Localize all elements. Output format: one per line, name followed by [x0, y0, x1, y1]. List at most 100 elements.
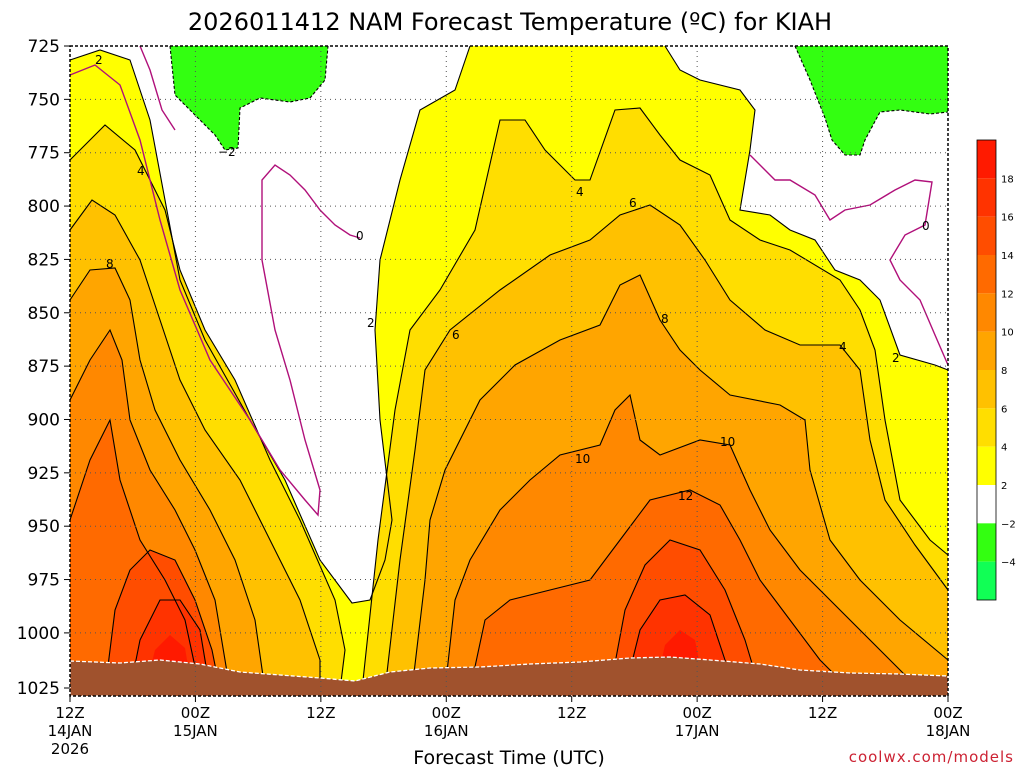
- y-tick-label: 850: [28, 304, 60, 324]
- x-tick-label: 00Z: [181, 704, 210, 722]
- colorbar-tick-label: 12: [1001, 289, 1014, 300]
- band-green-right: [795, 46, 948, 155]
- band-green-left: [170, 46, 328, 150]
- contour-label: 6: [629, 196, 637, 210]
- contour-label: 10: [720, 435, 735, 449]
- x-tick-label: 12Z: [306, 704, 335, 722]
- y-tick-label: 825: [28, 250, 60, 270]
- contour-2-left: [69, 45, 471, 604]
- colorbar-tick-label: 16: [1001, 213, 1014, 224]
- colorbar-tick-label: 10: [1001, 328, 1014, 339]
- colorbar-tick-label: 14: [1001, 251, 1014, 262]
- zero-isotherm: [69, 45, 949, 517]
- y-tick-label: 950: [28, 517, 60, 537]
- contour-neg2-left: [169, 45, 329, 151]
- colorbar-band: [977, 255, 996, 294]
- contour-label: 4: [839, 340, 847, 354]
- y-tick-label: 975: [28, 571, 60, 591]
- contour-label: 10: [575, 452, 590, 466]
- colorbar-tick-label: 6: [1001, 404, 1007, 415]
- colorbar-band: [977, 446, 996, 485]
- contour-12-left: [69, 418, 201, 691]
- contour-10-center: [444, 393, 921, 691]
- zero-isotherm-right: [749, 154, 949, 366]
- band-white-left: [70, 46, 470, 603]
- y-tick-label: 1025: [17, 679, 60, 699]
- x-tick-date: 14JAN: [48, 722, 93, 740]
- colorbar-tick-label: 8: [1001, 366, 1007, 377]
- x-tick-label: 00Z: [432, 704, 461, 722]
- y-axis: 725 750 775 800 825 850 875 900 925 950 975 1000 102…: [17, 37, 70, 699]
- colorbar-band: [977, 216, 996, 255]
- contour-2-right: [664, 45, 949, 371]
- contour-14-center: [609, 539, 761, 691]
- zero-isotherm-top: [139, 45, 176, 131]
- colorbar-tick-label: 2: [1001, 481, 1007, 492]
- colorbar-band: [977, 370, 996, 409]
- ground-below-surface: [69, 656, 949, 697]
- x-tick-date: 16JAN: [424, 722, 469, 740]
- contour-label: 0: [356, 229, 364, 243]
- y-tick-label: 750: [28, 90, 60, 110]
- colorbar-tick-label: 18: [1001, 174, 1014, 185]
- x-tick-label: 00Z: [933, 704, 962, 722]
- contour-12-center: [469, 489, 851, 691]
- colorbar-band: [977, 408, 996, 447]
- contour-10-left: [69, 328, 231, 691]
- contour-8-left: [69, 267, 266, 691]
- credit-text: coolwx.com/models: [849, 748, 1014, 766]
- contour-label: 8: [661, 312, 669, 326]
- y-tick-label: 775: [28, 144, 60, 164]
- y-tick-label: 875: [28, 357, 60, 377]
- colorbar: 18 16 14 12 10 8 6 4 2 −2 −4: [976, 139, 1016, 601]
- contour-4-left: [69, 124, 346, 691]
- colorbar-tick-label: −4: [1001, 558, 1016, 569]
- contour-label: 6: [452, 328, 460, 342]
- contour-label: 2: [95, 53, 103, 67]
- contour-label: 0: [922, 219, 930, 233]
- contour-lines: [69, 45, 949, 691]
- zero-isotherm-left: [69, 64, 361, 517]
- colorbar-frame: [976, 139, 997, 601]
- plot-area: 2 −2 4 0 8 2 6 4 6 8 10 10 12 0 4 2: [69, 45, 949, 697]
- contour-16-left: [129, 599, 211, 691]
- colorbar-tick-label: −2: [1001, 519, 1016, 530]
- colorbar-band: [977, 293, 996, 332]
- colorbar-tick-label: 4: [1001, 443, 1007, 454]
- contour-16-center: [624, 594, 736, 691]
- contour-label: 8: [106, 257, 114, 271]
- y-tick-label: 925: [28, 464, 60, 484]
- colorbar-band: [977, 561, 996, 600]
- contour-label: 4: [576, 185, 584, 199]
- x-tick-date: 18JAN: [926, 722, 971, 740]
- x-tick-year: 2026: [51, 740, 89, 758]
- x-axis-label: Forecast Time (UTC): [413, 747, 604, 768]
- colorbar-band: [977, 331, 996, 370]
- x-tick-label: 12Z: [808, 704, 837, 722]
- contour-label: 2: [892, 351, 900, 365]
- colorbar-band: [977, 140, 996, 179]
- contour-6-center: [384, 204, 949, 691]
- x-tick-label: 00Z: [682, 704, 711, 722]
- x-tick-date: 15JAN: [173, 722, 218, 740]
- band-white-right: [665, 46, 948, 370]
- contour-8-center: [411, 274, 949, 691]
- y-tick-label: 800: [28, 197, 60, 217]
- colorbar-band: [977, 178, 996, 217]
- y-tick-label: 900: [28, 410, 60, 430]
- contour-4-center: [361, 107, 949, 691]
- contour-label: 2: [367, 316, 375, 330]
- colorbar-band: [977, 485, 996, 524]
- grid-layer: [70, 46, 948, 696]
- x-tick-label: 12Z: [55, 704, 84, 722]
- x-tick-date: 17JAN: [675, 722, 720, 740]
- contour-label: 12: [678, 489, 693, 503]
- plot-frame: [69, 45, 949, 697]
- contour-neg2-right: [794, 45, 949, 156]
- contour-label: 4: [137, 164, 145, 178]
- x-tick-label: 12Z: [557, 704, 586, 722]
- colorbar-band: [977, 523, 996, 562]
- contour-14-left: [104, 549, 221, 691]
